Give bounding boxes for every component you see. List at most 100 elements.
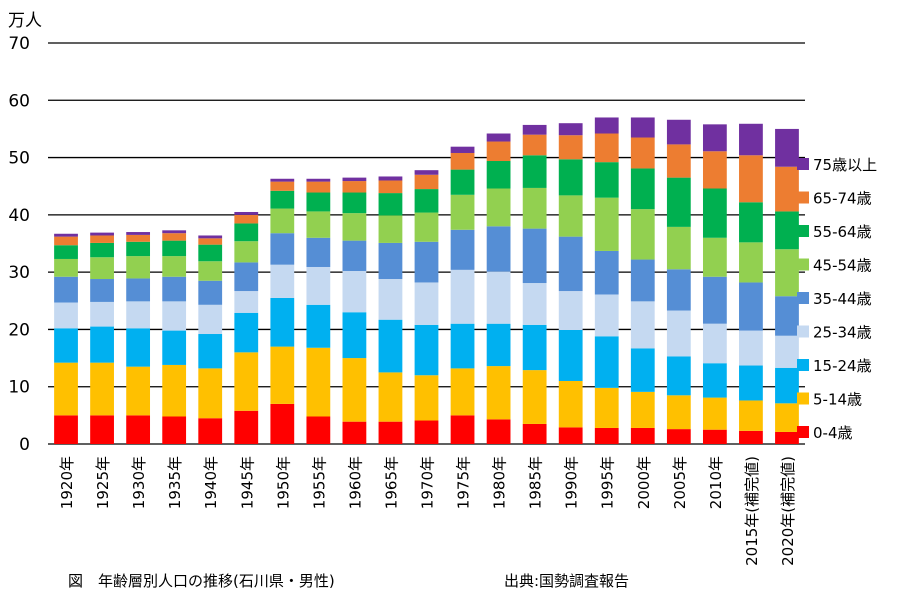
bar-segment <box>702 237 727 277</box>
bar-segment <box>90 362 114 416</box>
bar-segment <box>594 133 619 163</box>
bar-segment <box>450 415 475 444</box>
bar-segment <box>450 169 475 195</box>
bar-segment <box>378 421 403 444</box>
bar-segment <box>702 323 727 364</box>
legend-label: 75歳以上 <box>813 156 877 174</box>
bar-segment <box>630 137 655 169</box>
y-tick-label: 60 <box>8 91 30 111</box>
bar-segment <box>342 181 367 193</box>
bar-segment <box>630 301 655 349</box>
bar-segment <box>558 380 583 428</box>
bar-segment <box>486 133 511 142</box>
y-tick-label: 0 <box>19 435 30 455</box>
bar-segment <box>270 346 295 404</box>
legend: 75歳以上 65-74歳 55-64歳 45-54歳 35-44歳 25-34歳 15-24… <box>797 156 877 442</box>
bar-segment <box>486 419 511 444</box>
bar-segment <box>594 250 619 295</box>
chart-source: 出典:国勢調査報告 <box>504 572 629 590</box>
x-tick-label: 2010年 <box>707 456 725 509</box>
x-tick-label: 1970年 <box>419 456 437 509</box>
legend-label: 25-34歳 <box>813 324 872 342</box>
bar-segment <box>486 161 511 189</box>
legend-label: 55-64歳 <box>813 223 872 241</box>
bar-segment <box>702 124 727 152</box>
bar-segment <box>558 195 583 237</box>
bar-segment <box>198 280 223 305</box>
bar-segment <box>666 226 691 270</box>
bar-segment <box>558 291 583 331</box>
bar-segment <box>234 262 259 292</box>
bar-segment <box>162 330 187 365</box>
bar-segment <box>378 372 403 422</box>
bar-segment <box>702 397 727 430</box>
bar-segment <box>378 279 403 320</box>
bar-segment <box>162 301 187 331</box>
bar-segment <box>666 310 691 357</box>
bar-segment <box>270 178 295 182</box>
bar-segment <box>162 416 187 444</box>
bar-segment <box>54 415 78 444</box>
legend-label: 45-54歳 <box>813 257 872 275</box>
bar-segment <box>486 141 511 162</box>
bar-segment <box>378 319 403 373</box>
bar-segment <box>594 294 619 337</box>
bar-segment <box>414 282 439 325</box>
bar-segment <box>486 271 511 324</box>
bar-segment <box>126 256 151 279</box>
bar-segment <box>90 415 114 444</box>
bar-segment <box>522 370 547 424</box>
bar-segment <box>522 124 547 135</box>
bar-segment <box>522 155 547 188</box>
bar-segment <box>594 387 619 428</box>
legend-swatch <box>797 292 809 304</box>
bar-segment <box>378 176 403 181</box>
x-tick-label: 1965年 <box>382 456 400 509</box>
legend-swatch <box>797 359 809 371</box>
x-tick-label: 2015年(補完値) <box>743 456 761 566</box>
bar-segment <box>54 245 78 259</box>
bar-segment <box>342 177 367 182</box>
bar-segment <box>198 418 223 444</box>
bar-segment <box>630 209 655 260</box>
bar-segment <box>414 189 439 213</box>
bar-segment <box>594 117 619 134</box>
bar-segment <box>775 367 799 404</box>
x-tick-label: 1925年 <box>94 456 112 509</box>
bar-segment <box>739 400 763 431</box>
bar-segment <box>306 304 331 348</box>
bar-segment <box>739 242 763 283</box>
legend-swatch <box>797 158 809 170</box>
bar-segment <box>54 233 78 237</box>
x-tick-label: 1940年 <box>202 456 220 509</box>
bar-segment <box>739 123 763 156</box>
bar-segment <box>414 324 439 376</box>
bar-segment <box>702 276 727 324</box>
bar-segment <box>270 297 295 347</box>
bar-segment <box>270 190 295 209</box>
bar-segment <box>90 279 114 302</box>
bar-segment <box>54 236 78 246</box>
bar-segment <box>90 242 114 258</box>
y-tick-label: 40 <box>8 206 30 226</box>
bar-segment <box>306 211 331 238</box>
bar-segment <box>198 244 223 262</box>
bar-segment <box>666 395 691 430</box>
bar-segment <box>126 328 151 367</box>
bar-segment <box>198 261 223 281</box>
legend-swatch <box>797 191 809 204</box>
bar-segment <box>162 233 187 241</box>
bar-segment <box>739 202 763 243</box>
x-tick-label: 1980年 <box>491 456 509 509</box>
x-tick-label: 2005年 <box>671 456 689 509</box>
bar-segment <box>234 410 259 444</box>
bar-segment <box>486 188 511 227</box>
legend-label: 5-14歳 <box>813 391 862 409</box>
bar-segment <box>234 352 259 411</box>
x-tick-label: 1975年 <box>455 456 473 509</box>
bar-segment <box>775 249 799 297</box>
bar-segment <box>270 264 295 298</box>
bar-segment <box>306 178 331 182</box>
x-tick-label: 1920年 <box>58 456 76 509</box>
